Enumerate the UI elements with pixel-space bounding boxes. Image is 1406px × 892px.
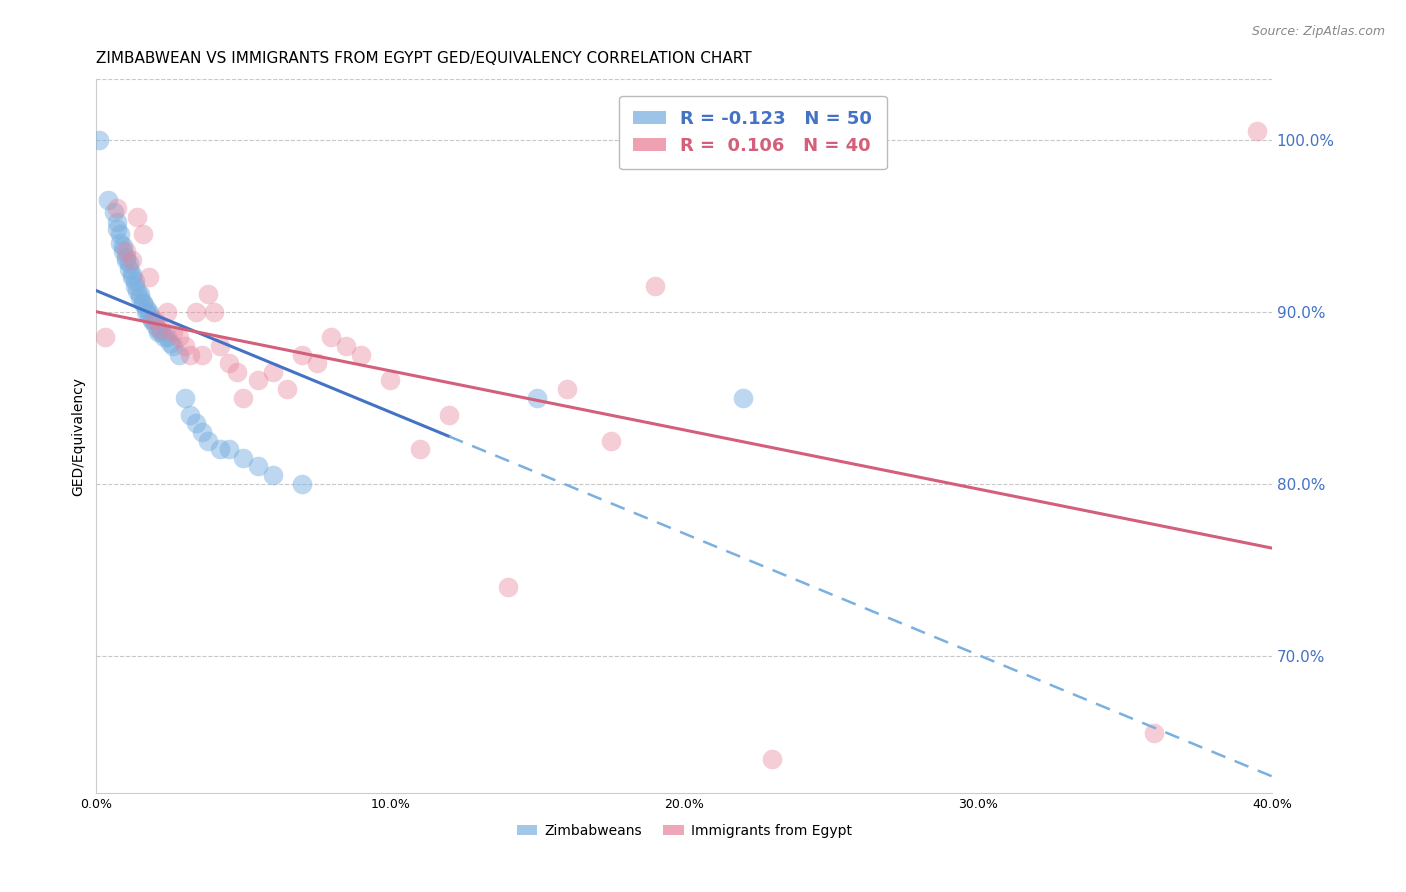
Text: ZIMBABWEAN VS IMMIGRANTS FROM EGYPT GED/EQUIVALENCY CORRELATION CHART: ZIMBABWEAN VS IMMIGRANTS FROM EGYPT GED/… [97,51,752,66]
Point [179,408,201,422]
Point [121,252,143,267]
Point [132,296,155,310]
Point [138,308,160,322]
Point [262,468,284,483]
Point [644,278,666,293]
Point [156,304,179,318]
Point [555,382,578,396]
Point [105,222,128,236]
Point [1143,726,1166,740]
Point [162,339,184,353]
Point [167,348,190,362]
Point [335,339,357,353]
Point [197,434,219,448]
Point [138,270,160,285]
Point [146,325,169,339]
Point [127,284,149,298]
Point [218,442,240,457]
Point [146,322,169,336]
Point [114,250,136,264]
Point [276,382,298,396]
Point [105,202,128,216]
Legend: Zimbabweans, Immigrants from Egypt: Zimbabweans, Immigrants from Egypt [510,818,858,844]
Point [1246,124,1268,138]
Point [114,252,136,267]
Point [186,417,208,431]
Point [408,442,430,457]
Point [124,274,146,288]
Point [437,408,460,422]
Point [191,348,214,362]
Point [150,322,173,336]
Point [305,356,328,370]
Point [118,261,141,276]
Point [138,304,160,318]
Point [731,391,754,405]
Point [114,244,136,259]
Point [121,267,143,281]
Point [121,270,143,285]
Point [89,132,111,146]
Point [108,227,131,242]
Y-axis label: GED/Equivalency: GED/Equivalency [72,376,86,496]
Point [179,348,201,362]
Point [156,330,179,344]
Point [226,365,249,379]
Point [291,476,314,491]
Point [291,348,314,362]
Point [380,373,402,387]
Point [202,304,225,318]
Point [94,330,117,344]
Point [167,330,190,344]
Point [103,204,125,219]
Point [526,391,548,405]
Point [173,391,195,405]
Point [111,244,134,259]
Point [186,304,208,318]
Point [129,287,152,301]
Point [135,304,157,318]
Point [132,227,155,242]
Point [246,459,269,474]
Point [162,325,184,339]
Point [232,450,254,465]
Point [599,434,621,448]
Point [141,313,163,327]
Point [173,339,195,353]
Text: Source: ZipAtlas.com: Source: ZipAtlas.com [1251,25,1385,38]
Point [129,291,152,305]
Point [108,235,131,250]
Point [118,256,141,270]
Point [208,442,231,457]
Point [105,215,128,229]
Point [246,373,269,387]
Point [124,278,146,293]
Point [127,210,149,224]
Point [197,287,219,301]
Point [208,339,231,353]
Point [111,239,134,253]
Point [143,318,166,333]
Point [761,752,783,766]
Point [218,356,240,370]
Point [97,193,120,207]
Point [350,348,373,362]
Point [232,391,254,405]
Point [262,365,284,379]
Point [191,425,214,439]
Point [150,325,173,339]
Point [159,335,181,350]
Point [141,313,163,327]
Point [153,330,176,344]
Point [143,313,166,327]
Point [132,296,155,310]
Point [496,580,519,594]
Point [321,330,343,344]
Point [135,301,157,315]
